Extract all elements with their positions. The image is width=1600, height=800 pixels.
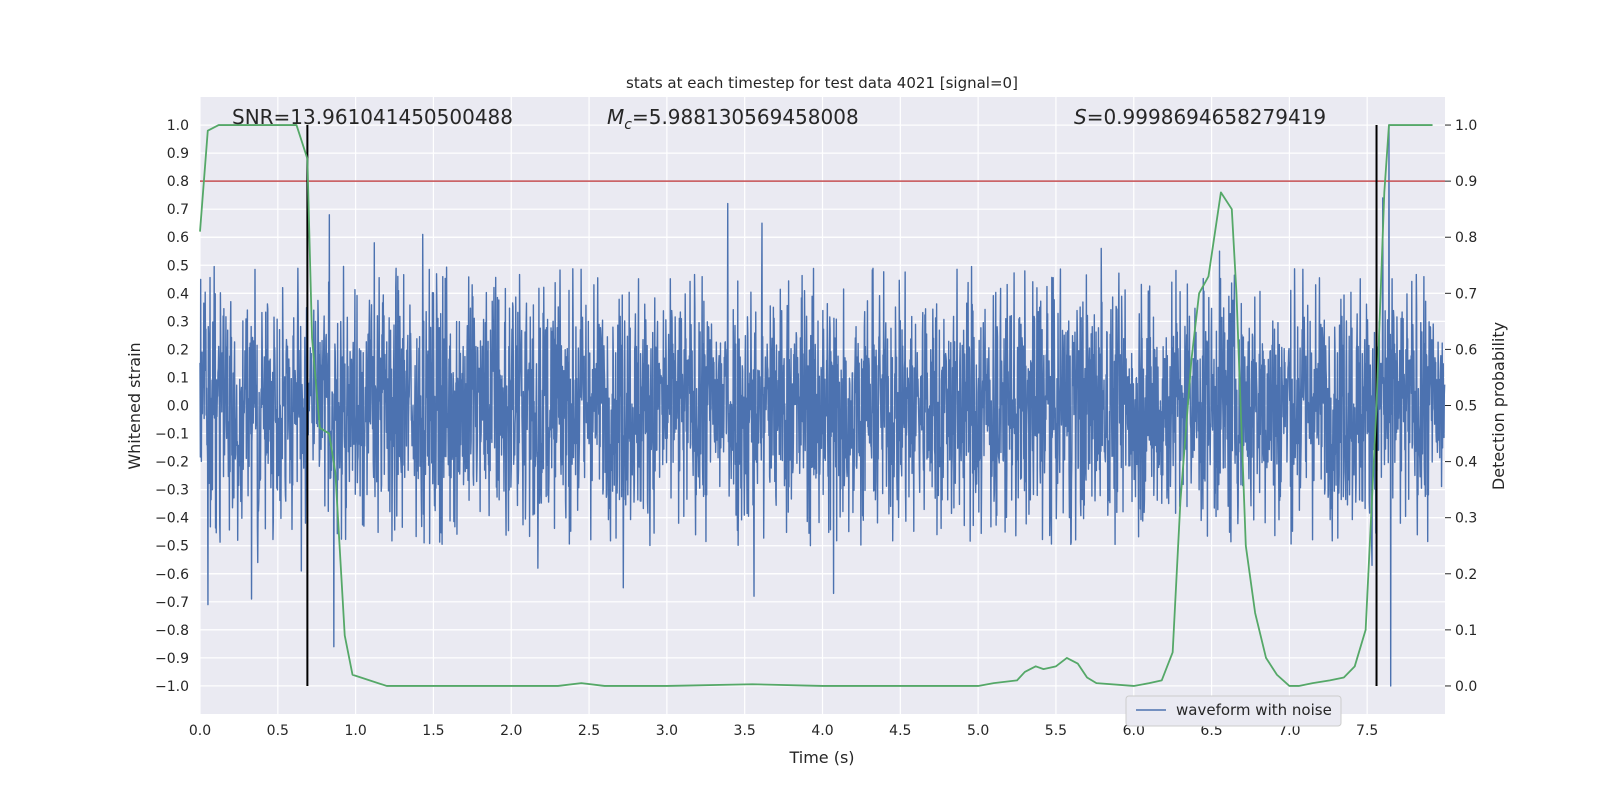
x-axis-label: Time (s) — [788, 748, 854, 767]
x-tick-label: 4.0 — [811, 723, 833, 739]
y2-tick-label: 0.3 — [1455, 511, 1477, 527]
y2-tick-label: 0.4 — [1455, 455, 1477, 471]
y2-tick-label: 0.6 — [1455, 342, 1477, 358]
x-axis-ticks: 0.0 0.5 1.0 1.5 2.0 2.5 3.0 3.5 4.0 4.5 5.0 5.5 6.0 6… — [189, 723, 1378, 739]
x-tick-label: 5.5 — [1045, 723, 1067, 739]
y2-tick-label: 0.1 — [1455, 623, 1477, 639]
y-tick-label: −0.9 — [155, 651, 189, 667]
x-tick-label: 3.0 — [656, 723, 678, 739]
y-tick-label: 0.0 — [167, 399, 189, 415]
y2-tick-label: 1.0 — [1455, 118, 1477, 134]
y-tick-label: 0.5 — [167, 258, 189, 274]
y-axis-ticks: −1.0 −0.9 −0.8 −0.7 −0.6 −0.5 −0.4 −0.3 −0.2 −0.1… — [155, 118, 189, 695]
x-tick-label: 6.5 — [1200, 723, 1222, 739]
plot-content — [199, 124, 1446, 687]
y-tick-label: −0.6 — [155, 567, 189, 583]
significance-value: =0.9998694658279419 — [1087, 105, 1326, 129]
y-tick-label: 1.0 — [167, 118, 189, 134]
snr-annotation: SNR=13.961041450500488 — [232, 105, 513, 129]
detection-probability-line — [199, 124, 1433, 687]
waveform-line — [199, 124, 1446, 687]
y-tick-label: 0.1 — [167, 370, 189, 386]
overlay-lines — [199, 124, 1445, 687]
y-tick-label: 0.4 — [167, 286, 189, 302]
x-tick-label: 4.5 — [889, 723, 911, 739]
y-tick-label: −1.0 — [155, 679, 189, 695]
y-tick-label: −0.5 — [155, 539, 189, 555]
chirp-mass-symbol: M — [607, 105, 624, 129]
x-tick-label: 1.5 — [422, 723, 444, 739]
y-tick-label: 0.8 — [167, 174, 189, 190]
legend-box — [1125, 695, 1342, 727]
y-tick-label: 0.2 — [167, 342, 189, 358]
y2-tick-label: 0.0 — [1455, 679, 1477, 695]
y-tick-label: 0.9 — [167, 146, 189, 162]
x-tick-label: 3.5 — [734, 723, 756, 739]
x-tick-label: 2.5 — [578, 723, 600, 739]
y-tick-label: 0.6 — [167, 230, 189, 246]
y-tick-label: −0.8 — [155, 623, 189, 639]
x-tick-label: 0.0 — [189, 723, 211, 739]
y-axis-label: Whitened strain — [125, 342, 144, 469]
chart-title: stats at each timestep for test data 402… — [626, 74, 1018, 92]
legend: waveform with noise — [1125, 695, 1342, 727]
legend-label: waveform with noise — [1176, 701, 1332, 719]
y-tick-label: −0.2 — [155, 455, 189, 471]
y-tick-label: −0.1 — [155, 427, 189, 443]
x-tick-label: 7.5 — [1356, 723, 1378, 739]
chirp-mass-subscript: c — [624, 117, 632, 133]
y2-tick-label: 0.2 — [1455, 567, 1477, 583]
y2-tick-label: 0.8 — [1455, 230, 1477, 246]
waveform-series — [199, 124, 1446, 687]
y2-axis-ticks: 0.0 0.1 0.2 0.3 0.4 0.5 0.6 0.7 0.8 0.9 1.0 — [1445, 118, 1477, 695]
y2-tick-label: 0.7 — [1455, 286, 1477, 302]
x-tick-label: 1.0 — [344, 723, 366, 739]
chirp-mass-value: =5.988130569458008 — [632, 105, 859, 129]
chirp-mass-annotation: Mc=5.988130569458008 — [607, 105, 859, 133]
x-tick-label: 7.0 — [1278, 723, 1300, 739]
y-tick-label: −0.4 — [155, 511, 189, 527]
y2-tick-label: 0.9 — [1455, 174, 1477, 190]
y-tick-label: −0.7 — [155, 595, 189, 611]
y2-tick-label: 0.5 — [1455, 399, 1477, 415]
significance-annotation: S=0.9998694658279419 — [1074, 105, 1326, 129]
y2-axis-label: Detection probability — [1489, 322, 1508, 490]
x-tick-label: 2.0 — [500, 723, 522, 739]
x-tick-label: 6.0 — [1123, 723, 1145, 739]
y-tick-label: 0.3 — [167, 314, 189, 330]
y-tick-label: −0.3 — [155, 483, 189, 499]
y-tick-label: 0.7 — [167, 202, 189, 218]
x-tick-label: 0.5 — [267, 723, 289, 739]
significance-symbol: S — [1074, 105, 1087, 129]
x-tick-label: 5.0 — [967, 723, 989, 739]
